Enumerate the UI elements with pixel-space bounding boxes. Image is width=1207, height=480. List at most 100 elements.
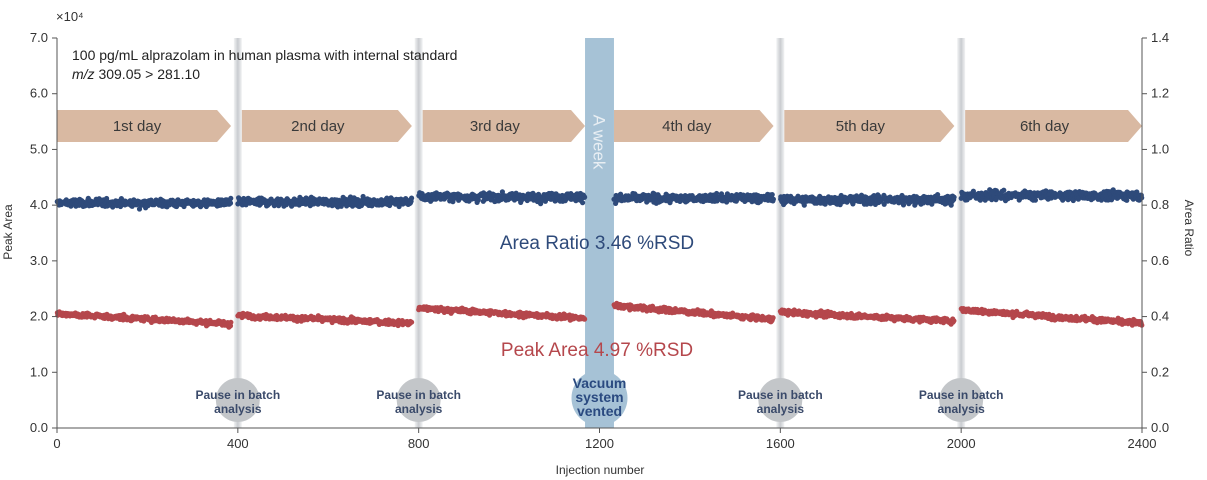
pause-label-line1-4: Pause in batch xyxy=(919,388,1004,402)
data-point xyxy=(409,319,415,325)
day-arrow-5 xyxy=(780,110,955,142)
series-labels: Area Ratio 3.46 %RSD Peak Area 4.97 %RSD xyxy=(500,233,694,361)
day-label-4: 4th day xyxy=(662,118,712,135)
x-tick-label: 800 xyxy=(408,436,430,451)
pause-circle-3 xyxy=(758,378,803,422)
day-arrow-6 xyxy=(961,110,1142,142)
y-left-tick-label: 5.0 xyxy=(30,141,48,156)
x-tick-label: 2400 xyxy=(1128,436,1157,451)
data-point xyxy=(951,194,957,200)
day-arrow-4 xyxy=(613,110,774,142)
data-point xyxy=(1070,197,1076,204)
data-point xyxy=(582,194,588,200)
vent-label-line1: Vacuum xyxy=(573,375,627,391)
data-point xyxy=(409,195,415,201)
y-axis-left-title: Peak Area xyxy=(1,204,15,260)
y-right-tick-label: 0.2 xyxy=(1151,364,1169,379)
pause-label-line1-3: Pause in batch xyxy=(738,388,823,402)
y-right-tick-label: 1.4 xyxy=(1151,30,1169,45)
x-tick-label: 1600 xyxy=(766,436,795,451)
y-right-tick-label: 1.0 xyxy=(1151,141,1169,156)
day-label-2: 2nd day xyxy=(291,118,345,135)
y-right-tick-label: 0.0 xyxy=(1151,420,1169,435)
pause-label-line1-2: Pause in batch xyxy=(376,388,461,402)
area-ratio-rsd-label: Area Ratio 3.46 %RSD xyxy=(500,233,694,254)
pause-label-line1-1: Pause in batch xyxy=(195,388,280,402)
pause-bar-1 xyxy=(233,38,242,428)
y-right-tick-label: 1.2 xyxy=(1151,86,1169,101)
day-arrows: 1st day 2nd day 3rd day 4th day 5th day 6th d… xyxy=(57,110,1142,142)
annotation-line2: m/z 309.05 > 281.10 xyxy=(72,66,200,82)
day-arrow-3 xyxy=(418,110,586,142)
data-point xyxy=(724,191,731,197)
annotation-line1: 100 pg/mL alprazolam in human plasma wit… xyxy=(72,47,457,63)
data-point xyxy=(801,202,807,208)
data-point xyxy=(582,316,588,322)
data-point xyxy=(228,195,234,201)
data-point xyxy=(580,200,586,206)
y-right-tick-label: 0.6 xyxy=(1151,253,1169,268)
data-point xyxy=(714,190,720,197)
data-point xyxy=(1124,197,1130,203)
vent-label-line2: system xyxy=(575,389,623,405)
y-left-tick-label: 6.0 xyxy=(30,86,48,101)
data-point xyxy=(228,319,234,325)
pause-label-line2-2: analysis xyxy=(395,402,443,416)
pause-circle-1 xyxy=(215,378,260,422)
data-point xyxy=(535,191,542,197)
y-left-tick-label: 3.0 xyxy=(30,253,48,268)
pause-circle-2 xyxy=(396,378,441,422)
pause-circle-4 xyxy=(939,378,984,422)
pause-label-line2-3: analysis xyxy=(757,402,805,416)
day-label-5: 5th day xyxy=(836,118,886,135)
data-point xyxy=(475,197,481,203)
x-axis-title: Injection number xyxy=(556,463,645,477)
series-area-ratio xyxy=(54,187,1145,212)
day-label-3: 3rd day xyxy=(470,118,521,135)
annotation-mz-italic: m/z xyxy=(72,66,95,82)
data-point xyxy=(881,201,887,207)
y-multiplier-label: ×10⁴ xyxy=(56,9,84,24)
y-right-tick-label: 0.8 xyxy=(1151,197,1169,212)
data-points xyxy=(54,187,1145,330)
day-arrow-1 xyxy=(57,110,232,142)
series-peak-area xyxy=(54,300,1145,330)
y-left-tick-label: 2.0 xyxy=(30,309,48,324)
pause-label-line2-1: analysis xyxy=(214,402,262,416)
data-point xyxy=(769,192,775,198)
vent-circle xyxy=(571,370,628,426)
axes: 0.0 1.0 2.0 3.0 4.0 5.0 6.0 7.0 0.0 0.2 0.4 0.6 0.8 1… xyxy=(30,30,1169,451)
day-arrow-2 xyxy=(237,110,412,142)
vent-band-rect xyxy=(585,38,614,428)
y-axis-right-title: Area Ratio xyxy=(1182,200,1196,257)
data-point xyxy=(951,318,957,324)
peak-area-rsd-label: Peak Area 4.97 %RSD xyxy=(501,340,693,361)
pause-bar-4 xyxy=(957,38,966,428)
x-tick-label: 400 xyxy=(227,436,249,451)
y-left-tick-label: 0.0 xyxy=(30,420,48,435)
data-point xyxy=(613,200,619,206)
data-point xyxy=(1032,197,1038,203)
week-label: A week xyxy=(590,115,609,170)
pause-bar-2 xyxy=(414,38,423,428)
vent-label-line3: vented xyxy=(577,403,622,419)
x-tick-label: 0 xyxy=(53,436,60,451)
x-tick-label: 2000 xyxy=(947,436,976,451)
data-point xyxy=(1001,187,1007,193)
x-tick-label: 1200 xyxy=(585,436,614,451)
pause-label-line2-4: analysis xyxy=(937,402,985,416)
y-left-tick-label: 4.0 xyxy=(30,197,48,212)
y-left-tick-label: 7.0 xyxy=(30,30,48,45)
day-label-6: 6th day xyxy=(1020,118,1070,135)
data-point xyxy=(770,196,777,202)
pause-bar-3 xyxy=(776,38,785,428)
day-label-1: 1st day xyxy=(113,118,162,135)
y-left-tick-label: 1.0 xyxy=(30,364,48,379)
annotation-mz-value: 309.05 > 281.10 xyxy=(95,66,201,82)
data-point xyxy=(227,200,234,206)
data-point xyxy=(770,315,776,321)
